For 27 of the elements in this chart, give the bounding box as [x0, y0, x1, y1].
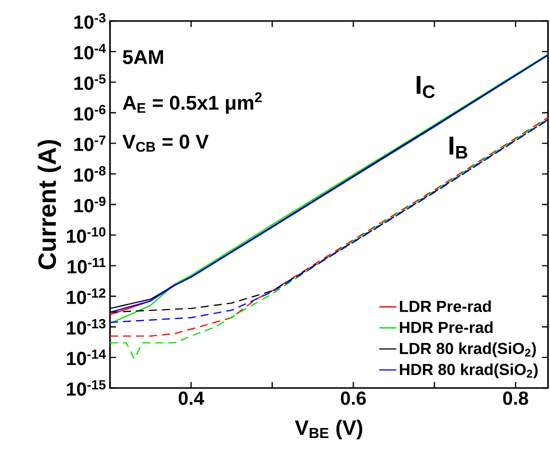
- x-axis-title: V$_{BE}$ (V): [294, 420, 362, 440]
- y-axis-title: Current (A): [38, 140, 61, 270]
- annotation: A$_{E}$ = 0.5x1 μm$^{2}$: [122, 92, 262, 114]
- y-tick-label: 10$^{-5}$: [74, 74, 106, 90]
- y-tick-label: 10$^{-11}$: [68, 258, 106, 274]
- y-tick-label: 10$^{-15}$: [66, 380, 106, 396]
- y-tick-label: 10$^{-6}$: [74, 104, 106, 121]
- y-tick-label: 10$^{-4}$: [74, 44, 106, 60]
- annotation: I$_{C}$: [416, 76, 435, 98]
- y-tick-label: 10$^{-13}$: [66, 319, 106, 335]
- legend-label: LDR Pre-rad: [400, 300, 491, 312]
- legend-label: HDR Pre-rad: [400, 321, 493, 334]
- annotation: 5AM: [122, 50, 164, 64]
- legend-label: HDR 80 krad(SiO$_{2}$): [400, 363, 538, 378]
- y-tick-label: 10$^{-12}$: [66, 288, 106, 304]
- y-tick-label: 10$^{-10}$: [66, 227, 106, 243]
- x-tick-label: 0.8: [503, 392, 528, 405]
- annotation: V$_{CB}$ = 0 V: [122, 134, 209, 152]
- y-tick-label: 10$^{-9}$: [74, 196, 106, 212]
- x-tick-label: 0.4: [178, 392, 204, 405]
- y-tick-label: 10$^{-7}$: [74, 136, 106, 152]
- y-tick-label: 10$^{-8}$: [74, 166, 106, 182]
- annotation: I$_{B}$: [450, 136, 468, 158]
- y-tick-label: 10$^{-3}$: [74, 13, 106, 29]
- x-tick-label: 0.6: [340, 392, 366, 405]
- legend-label: LDR 80 krad(SiO$_{2}$): [400, 342, 536, 358]
- y-tick-label: 10$^{-14}$: [66, 350, 106, 366]
